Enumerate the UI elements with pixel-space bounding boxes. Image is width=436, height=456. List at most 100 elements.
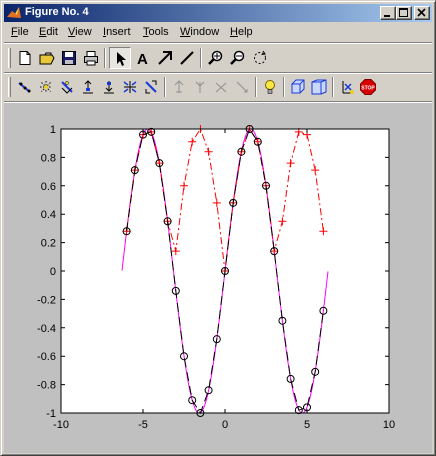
camera-toolbar: STOP [4, 74, 432, 100]
print-icon [84, 51, 98, 66]
y-tick-label: 0.8 [41, 152, 56, 164]
principal-axis-y-icon [195, 81, 205, 93]
series-line-sin-markers [126, 127, 324, 415]
move-camera-forward-icon [104, 81, 114, 94]
camera-toolbar-grip[interactable] [8, 77, 11, 97]
circle-marker [155, 159, 164, 168]
menu-view[interactable]: View [68, 26, 92, 38]
menu-file-label: ile [17, 26, 29, 38]
insert-line-button[interactable] [176, 47, 198, 69]
matlab-logo-icon [7, 7, 21, 18]
zoom-out-icon [230, 50, 245, 65]
maximize-icon [399, 8, 408, 17]
menu-view-label: iew [75, 26, 92, 38]
move-camera-icon [83, 80, 93, 94]
y-tick-label: -1 [46, 408, 56, 420]
menu-view-mnemonic: V [68, 26, 76, 38]
insert-text-button[interactable]: A [132, 47, 154, 69]
principal-axis-x-button[interactable] [168, 76, 190, 98]
figure-toolbar: A [4, 45, 432, 71]
toolbar-grip[interactable] [8, 48, 11, 68]
y-tick-label: -0.4 [37, 323, 56, 335]
menu-file[interactable]: File [11, 26, 29, 38]
menu-tools-mnemonic: T [143, 26, 149, 38]
menu-window[interactable]: Window [180, 26, 219, 38]
stop-camera-button[interactable]: STOP [357, 76, 379, 98]
scene-light-button[interactable] [259, 76, 281, 98]
move-camera-button[interactable] [77, 76, 99, 98]
y-tick-label: 0 [50, 266, 56, 278]
x-tick-label: 5 [304, 419, 310, 431]
save-button[interactable] [58, 47, 80, 69]
maximize-button[interactable] [396, 6, 412, 20]
menu-bar: File Edit View Insert Tools Window Help [4, 23, 432, 42]
orbit-light-button[interactable] [35, 76, 57, 98]
principal-axis-z-icon [215, 82, 227, 93]
stop-label: STOP [361, 86, 375, 92]
save-icon [62, 51, 76, 65]
principal-axis-z-button[interactable] [210, 76, 232, 98]
insert-line-icon [180, 51, 194, 65]
close-button[interactable] [414, 6, 430, 20]
menu-separator [4, 42, 432, 44]
zoom-out-button[interactable] [227, 47, 249, 69]
menu-insert-label: nsert [106, 26, 131, 38]
circle-marker [286, 374, 295, 383]
perspective-projection-icon [311, 79, 327, 95]
window-title: Figure No. 4 [25, 6, 89, 18]
menu-edit[interactable]: Edit [39, 26, 58, 38]
menu-insert[interactable]: Insert [103, 26, 131, 38]
zoom-camera-button[interactable] [119, 76, 141, 98]
figure-canvas[interactable]: -10 -5 0 5 10 -1 -0.8 -0.6 -0.4 -0.2 0 0.2 0.4 0.6 0.8… [4, 103, 432, 453]
plus-marker [212, 198, 221, 207]
insert-arrow-icon [158, 51, 172, 65]
y-tick-label: -0.2 [37, 294, 56, 306]
insert-text-icon: A [137, 51, 148, 66]
insert-arrow-button[interactable] [154, 47, 176, 69]
circle-marker [253, 137, 262, 146]
principal-axis-none-button[interactable] [231, 76, 253, 98]
circle-marker [122, 227, 131, 236]
open-file-icon [39, 52, 55, 65]
edit-plot-button[interactable] [109, 47, 131, 69]
zoom-in-button[interactable] [205, 47, 227, 69]
orbit-camera-icon [18, 82, 31, 93]
zoom-camera-icon [123, 81, 137, 93]
print-button[interactable] [80, 47, 102, 69]
new-figure-button[interactable] [14, 47, 36, 69]
x-tick-label: 0 [222, 419, 228, 431]
principal-axis-y-button[interactable] [189, 76, 211, 98]
minimize-icon [384, 15, 390, 17]
menu-file-mnemonic: F [11, 26, 18, 38]
circle-marker [180, 352, 188, 361]
menu-edit-label: dit [46, 26, 58, 38]
reset-camera-button[interactable] [336, 76, 358, 98]
roll-camera-button[interactable] [140, 76, 162, 98]
x-tick-label: -10 [53, 419, 69, 431]
circle-marker [212, 335, 221, 344]
circle-marker [171, 286, 180, 295]
menu-help[interactable]: Help [230, 26, 253, 38]
y-tick-label: -0.6 [37, 351, 56, 363]
pan-tilt-camera-button[interactable] [56, 76, 78, 98]
circle-marker [204, 386, 213, 395]
orthographic-projection-button[interactable] [287, 76, 309, 98]
orbit-camera-button[interactable] [14, 76, 36, 98]
circle-marker [294, 406, 303, 415]
plus-marker [171, 247, 180, 256]
roll-camera-icon [145, 80, 157, 94]
menu-tools[interactable]: Tools [143, 26, 169, 38]
minimize-button[interactable] [380, 6, 396, 20]
circle-marker [229, 198, 238, 207]
x-tick-label: -5 [138, 419, 148, 431]
title-bar[interactable]: Figure No. 4 [4, 4, 432, 22]
perspective-projection-button[interactable] [308, 76, 330, 98]
move-camera-forward-button[interactable] [98, 76, 120, 98]
figure-area-separator [4, 101, 432, 103]
y-tick-label: 0.4 [41, 209, 56, 221]
svg-text:A: A [137, 51, 148, 66]
open-file-button[interactable] [36, 47, 58, 69]
rotate-3d-button[interactable] [249, 47, 271, 69]
y-tick-label: 0.2 [41, 238, 56, 250]
